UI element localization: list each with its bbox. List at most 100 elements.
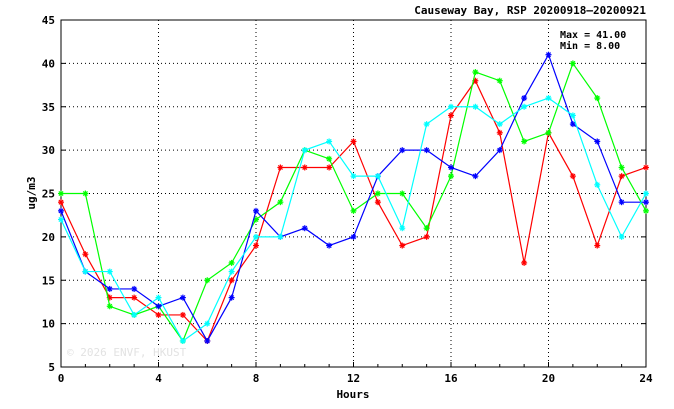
data-point — [58, 216, 64, 223]
x-tick-label: 24 — [639, 372, 653, 385]
data-point — [228, 268, 235, 275]
data-point — [179, 294, 186, 301]
x-tick-label: 12 — [347, 372, 360, 385]
data-point — [545, 51, 552, 58]
data-point — [399, 190, 406, 197]
data-point — [521, 103, 528, 110]
data-point — [228, 259, 235, 266]
series-3 — [58, 51, 649, 344]
data-point — [350, 173, 357, 180]
data-point — [569, 112, 576, 119]
y-tick-label: 40 — [42, 57, 55, 70]
data-point — [155, 303, 162, 310]
series-line — [60, 53, 646, 343]
data-point — [277, 199, 284, 206]
data-point — [58, 199, 64, 206]
data-point — [618, 233, 625, 240]
series-4 — [58, 95, 649, 344]
data-point — [228, 277, 235, 284]
data-point — [301, 164, 308, 171]
data-point — [301, 225, 308, 232]
data-point — [131, 311, 138, 318]
data-point — [58, 190, 64, 197]
data-point — [374, 199, 381, 206]
data-point — [643, 164, 649, 171]
data-point — [521, 138, 528, 145]
data-point — [618, 173, 625, 180]
data-point — [399, 147, 406, 154]
data-point — [326, 155, 333, 162]
series-layer — [58, 51, 649, 344]
data-point — [326, 242, 333, 249]
x-tick-label: 0 — [58, 372, 65, 385]
data-point — [643, 190, 649, 197]
data-point — [545, 95, 552, 102]
data-point — [496, 129, 503, 136]
data-point — [448, 103, 454, 110]
data-point — [423, 121, 430, 128]
data-point — [253, 207, 259, 214]
x-axis-label: Hours — [336, 388, 369, 401]
data-point — [643, 207, 649, 214]
data-point — [521, 95, 528, 102]
y-tick-label: 45 — [42, 14, 55, 27]
x-tick-label: 4 — [155, 372, 162, 385]
data-point — [545, 129, 552, 136]
y-tick-label: 20 — [42, 231, 55, 244]
watermark: © 2026 ENVF, HKUST — [67, 346, 187, 359]
data-point — [131, 294, 138, 301]
data-point — [374, 190, 381, 197]
x-tick-label: 16 — [444, 372, 458, 385]
data-point — [569, 60, 576, 67]
data-point — [179, 337, 186, 344]
data-point — [594, 242, 601, 249]
data-point — [569, 173, 576, 180]
y-tick-label: 5 — [48, 361, 55, 374]
data-point — [58, 207, 64, 214]
grid — [61, 20, 646, 367]
data-point — [277, 233, 284, 240]
data-point — [155, 311, 162, 318]
data-point — [82, 190, 89, 197]
data-point — [106, 285, 113, 292]
data-point — [496, 147, 503, 154]
y-tick-label: 30 — [42, 144, 55, 157]
series-2 — [58, 60, 649, 344]
data-point — [496, 121, 503, 128]
data-point — [350, 138, 357, 145]
data-point — [423, 147, 430, 154]
data-point — [350, 207, 357, 214]
data-point — [423, 225, 430, 232]
y-tick-label: 10 — [42, 318, 55, 331]
data-point — [253, 233, 259, 240]
data-point — [472, 173, 479, 180]
data-point — [326, 138, 333, 145]
data-point — [106, 268, 113, 275]
data-point — [448, 112, 454, 119]
y-tick-label: 25 — [42, 188, 55, 201]
data-point — [204, 337, 211, 344]
max-annotation: Max = 41.00 — [560, 30, 626, 41]
y-axis-label: ug/m3 — [25, 176, 38, 209]
data-point — [594, 138, 601, 145]
data-point — [350, 233, 357, 240]
min-annotation: Min = 8.00 — [560, 40, 620, 52]
data-point — [423, 233, 430, 240]
data-point — [326, 164, 333, 171]
data-point — [253, 242, 259, 249]
data-point — [399, 225, 406, 232]
data-point — [204, 277, 211, 284]
axis-ticks: 0 4 8 12 16 20 24 5 10 15 20 25 30 35 40 45 — [42, 14, 653, 385]
data-point — [569, 121, 576, 128]
data-point — [594, 95, 601, 102]
data-point — [82, 268, 89, 275]
data-point — [374, 173, 381, 180]
data-point — [82, 251, 89, 258]
x-tick-label: 8 — [253, 372, 260, 385]
chart-title: Causeway Bay, RSP 20200918–20200921 — [414, 4, 646, 17]
data-point — [496, 77, 503, 84]
data-point — [618, 164, 625, 171]
data-point — [594, 181, 601, 188]
x-tick-label: 20 — [542, 372, 555, 385]
data-point — [228, 294, 235, 301]
